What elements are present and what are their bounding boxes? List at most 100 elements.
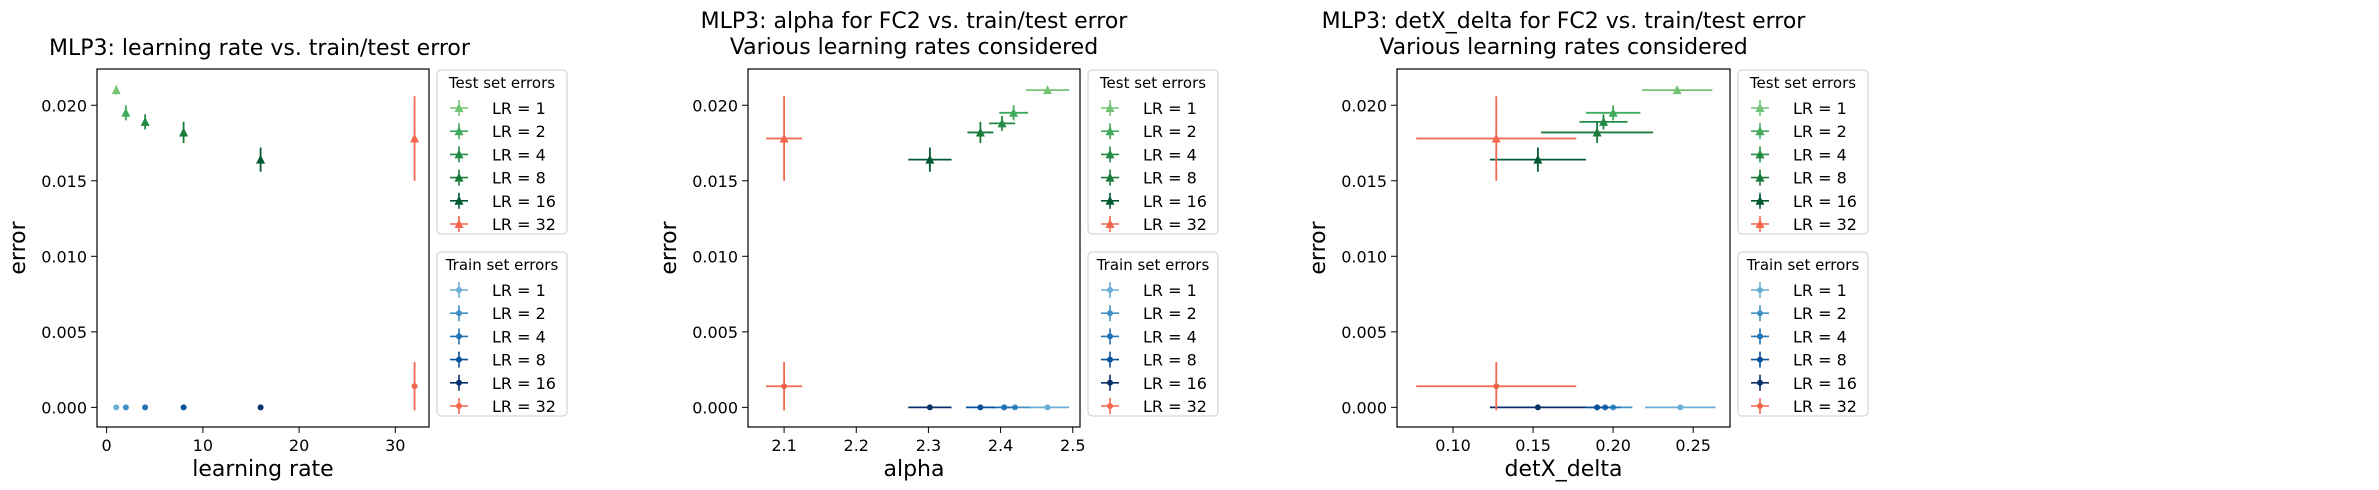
triangle-marker	[121, 107, 131, 117]
plot-frame	[96, 68, 430, 428]
y-tick-label: 0.015	[692, 172, 738, 191]
legend-label: LR = 8	[492, 169, 546, 188]
triangle-marker	[925, 154, 935, 164]
triangle-marker	[1599, 116, 1609, 126]
legend-dot-marker	[1107, 333, 1113, 340]
legend-label: LR = 4	[1793, 327, 1847, 346]
legend-entry-lr-6: LR = 32	[1101, 215, 1207, 234]
legend-dot-marker	[456, 333, 462, 340]
test-point-lr-1	[111, 85, 121, 95]
y-axis-label: error	[1306, 220, 1331, 274]
legend-test-set: Test set errors LR = 1 LR = 2 LR = 4 LR = 8 L…	[1087, 69, 1219, 235]
legend-dot-marker	[1757, 333, 1763, 340]
x-tick-label: 2.2	[844, 436, 869, 455]
legend-dot-marker	[456, 356, 462, 363]
legend-label: LR = 16	[492, 374, 556, 393]
legend-dot-marker	[456, 310, 462, 317]
legend-label: LR = 2	[492, 304, 546, 323]
test-point-lr-5	[908, 147, 952, 172]
legend-entry-lr-5: LR = 16	[1101, 374, 1207, 393]
legend-entry-lr-1: LR = 1	[450, 281, 546, 300]
y-tick-label: 0.020	[692, 96, 738, 115]
legend-label: LR = 1	[1793, 281, 1847, 300]
chart-subtitle: Various learning rates considered	[1379, 35, 1747, 60]
chart-title: MLP3: learning rate vs. train/test error	[49, 36, 471, 61]
legend-triangle-marker	[1105, 195, 1115, 205]
legend-entry-lr-3: LR = 4	[1751, 327, 1847, 346]
dot-marker	[1677, 404, 1684, 411]
legend-label: LR = 32	[1143, 215, 1207, 234]
legend-dot-marker	[1757, 356, 1763, 363]
legend-triangle-marker	[1105, 149, 1115, 159]
test-point-lr-4	[179, 121, 189, 144]
legend-label: LR = 8	[1143, 169, 1197, 188]
chart-title: MLP3: detX_delta for FC2 vs. train/test …	[1322, 9, 1807, 34]
legend-entry-lr-1: LR = 1	[450, 99, 546, 118]
dot-marker	[1493, 383, 1500, 390]
legend-dot-marker	[456, 403, 462, 409]
triangle-marker	[997, 118, 1007, 128]
legend-label: LR = 8	[1793, 351, 1847, 370]
test-point-lr-4	[967, 121, 994, 144]
plot-frame	[1396, 68, 1731, 428]
legend-triangle-marker	[454, 126, 464, 136]
legend-entry-lr-4: LR = 8	[1101, 169, 1197, 188]
y-tick-label: 0.020	[41, 96, 87, 115]
y-tick-label: 0.010	[692, 247, 738, 266]
y-axis-label: error	[6, 220, 31, 274]
legend-entry-lr-2: LR = 2	[1101, 122, 1197, 141]
y-tick-label: 0.015	[41, 172, 87, 191]
legend-entry-lr-4: LR = 8	[450, 169, 546, 188]
legend-test-set: Test set errors LR = 1 LR = 2 LR = 4 LR = 8 L…	[436, 69, 568, 235]
legend-entry-lr-3: LR = 4	[1751, 145, 1847, 164]
train-point-lr-1	[1025, 404, 1070, 411]
legend-entry-lr-6: LR = 32	[450, 397, 556, 416]
legend-entry-lr-1: LR = 1	[1101, 281, 1197, 300]
test-point-lr-6	[410, 96, 420, 181]
legend-title: Test set errors	[448, 74, 555, 92]
legend-triangle-marker	[454, 172, 464, 182]
dot-marker	[926, 404, 933, 411]
chart-subtitle: Various learning rates considered	[730, 35, 1098, 60]
dot-marker	[781, 383, 788, 390]
test-point-lr-1	[1025, 85, 1070, 95]
chart-title: MLP3: alpha for FC2 vs. train/test error	[701, 9, 1129, 34]
dot-marker	[142, 404, 149, 411]
legend-test-set: Test set errors LR = 1 LR = 2 LR = 4 LR = 8 L…	[1737, 69, 1869, 235]
test-point-lr-3	[1579, 114, 1628, 130]
legend-label: LR = 32	[492, 215, 556, 234]
dot-marker	[1594, 404, 1601, 411]
legend-box	[1087, 69, 1219, 235]
legend-label: LR = 8	[1143, 351, 1197, 370]
legend-label: LR = 16	[492, 192, 556, 211]
legend-triangle-marker	[1105, 172, 1115, 182]
legend-train-set: Train set errors LR = 1 LR = 2 LR = 4 LR = 8…	[1737, 251, 1869, 417]
legend-triangle-marker	[1105, 103, 1115, 112]
x-tick-label: 0.10	[1435, 436, 1471, 455]
legend-label: LR = 32	[1793, 215, 1857, 234]
legend-triangle-marker	[1105, 126, 1115, 136]
train-point-lr-5	[1489, 404, 1586, 411]
x-axis-label: detX_delta	[1505, 457, 1623, 482]
triangle-marker	[140, 116, 150, 126]
legend-box	[1737, 251, 1869, 417]
legend-label: LR = 16	[1793, 192, 1857, 211]
triangle-marker	[1491, 133, 1501, 143]
legend-label: LR = 1	[492, 99, 546, 118]
dot-marker	[1534, 404, 1541, 411]
legend-dot-marker	[1757, 403, 1763, 409]
triangle-marker	[111, 85, 121, 95]
train-point-lr-3	[991, 404, 1018, 411]
legend-triangle-marker	[454, 149, 464, 159]
legend-label: LR = 32	[492, 397, 556, 416]
legend-title: Train set errors	[1096, 256, 1210, 274]
triangle-marker	[975, 127, 985, 137]
legend-label: LR = 1	[1143, 99, 1197, 118]
legend-title: Train set errors	[445, 256, 559, 274]
legend-entry-lr-4: LR = 8	[1751, 351, 1847, 370]
legend-label: LR = 16	[1143, 374, 1207, 393]
legend-entry-lr-1: LR = 1	[1751, 99, 1847, 118]
legend-entry-lr-4: LR = 8	[450, 351, 546, 370]
test-point-lr-1	[1641, 85, 1713, 95]
